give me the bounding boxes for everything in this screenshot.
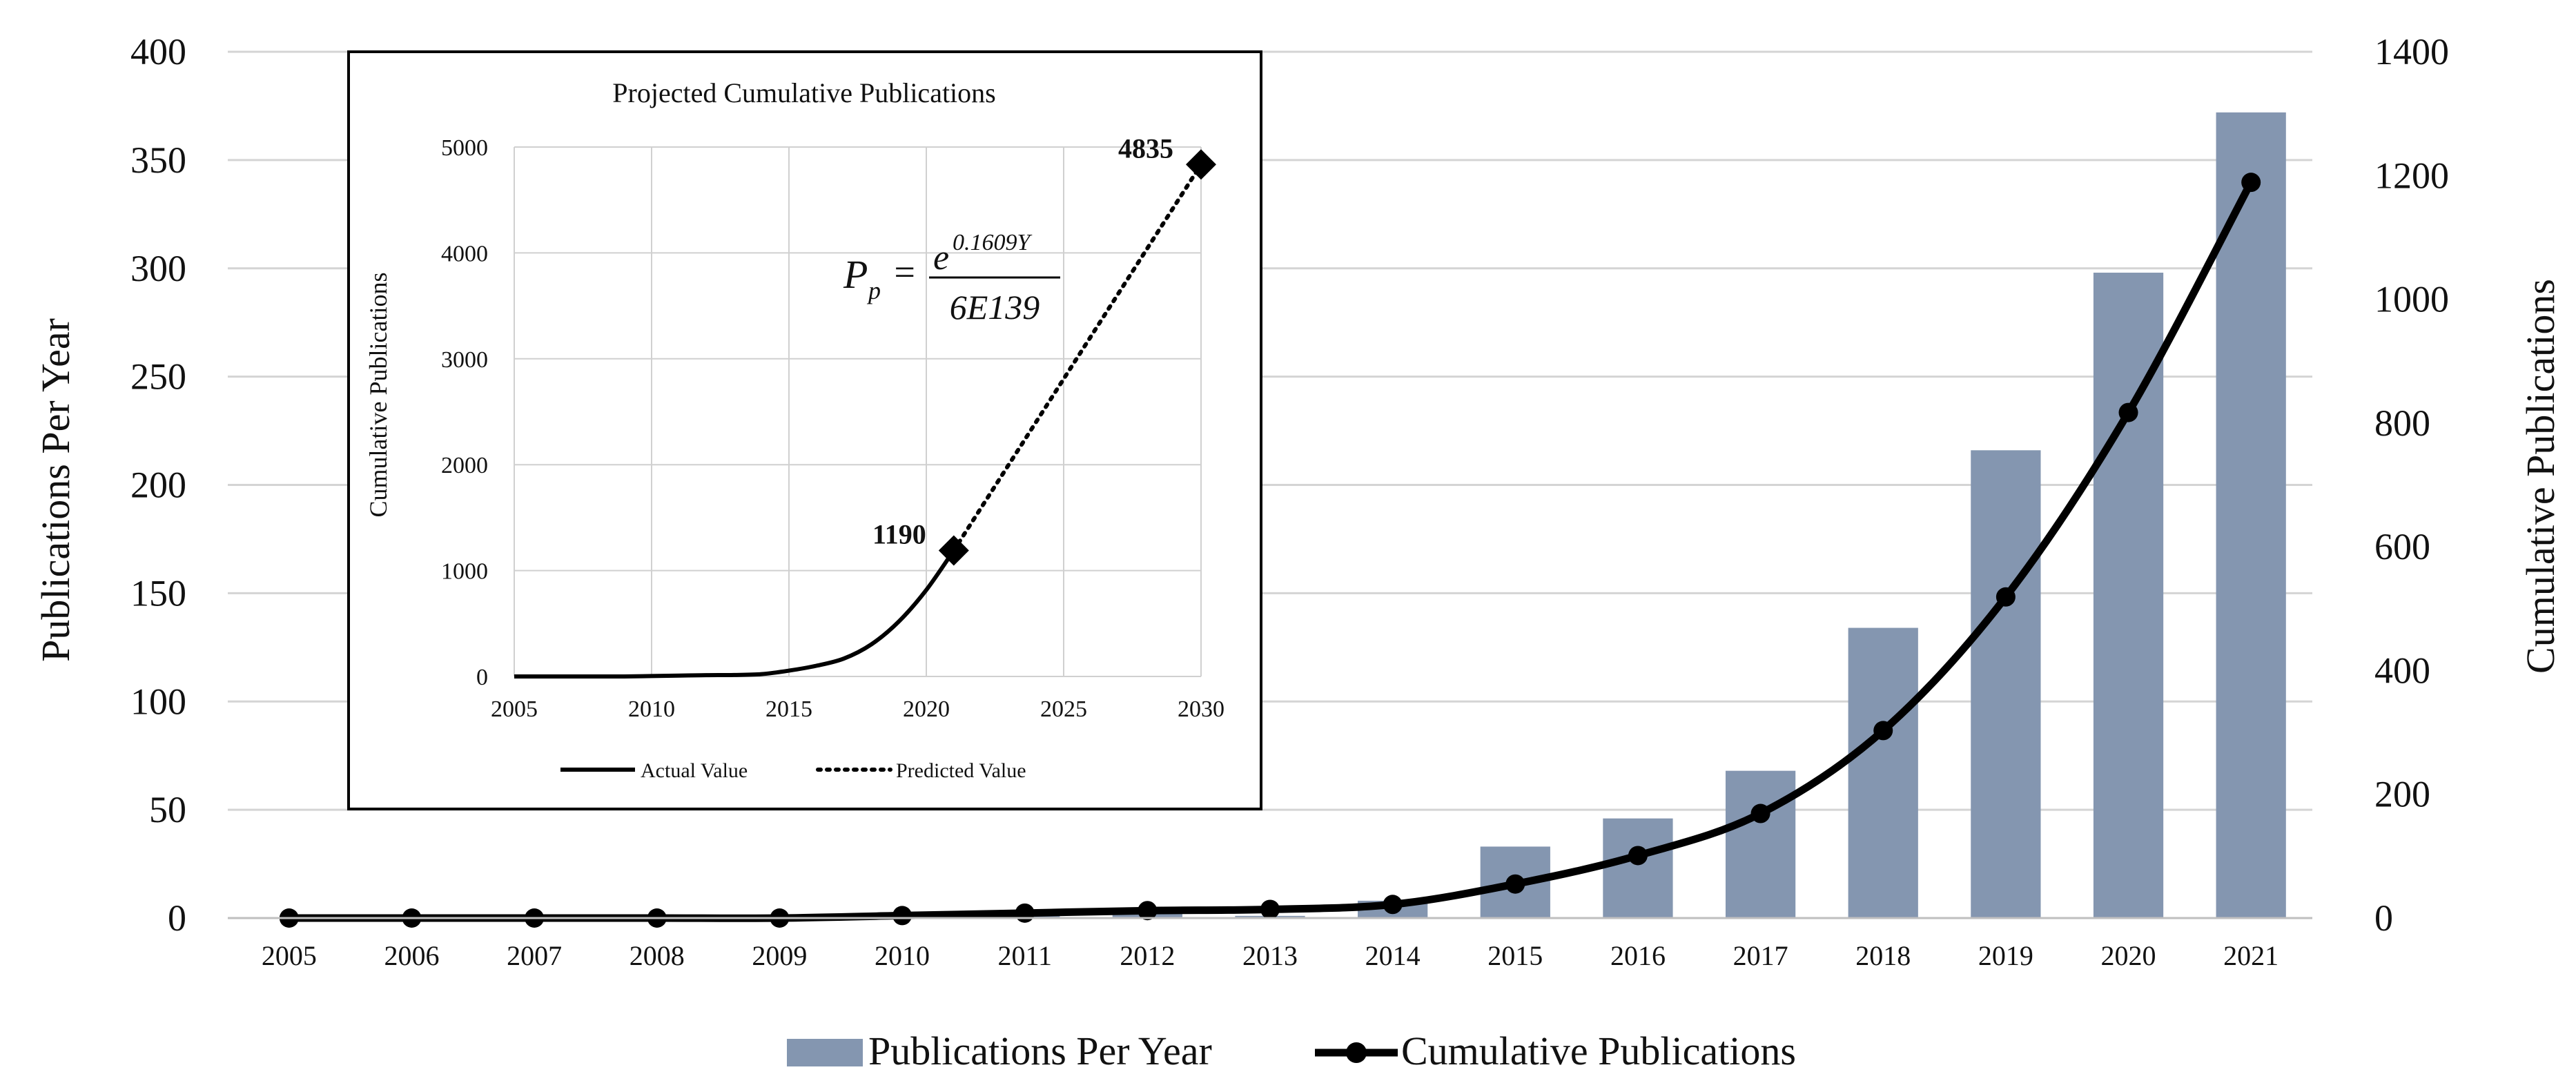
- inset-y-axis-label: Cumulative Publications: [364, 273, 392, 518]
- inset-marker-1190: [938, 535, 969, 566]
- legend-bar-swatch: [787, 1039, 863, 1066]
- inset-frame: [347, 50, 1262, 810]
- bar-2019: [1971, 450, 2041, 918]
- x-tick-label: 2012: [1120, 940, 1175, 971]
- left-y-tick-label: 200: [130, 465, 186, 506]
- inset-y-tick-label: 3000: [441, 347, 488, 373]
- left-y-tick-label: 0: [168, 897, 186, 939]
- right-y-tick-label: 400: [2374, 650, 2430, 691]
- cumulative-point-2013: [1260, 899, 1280, 919]
- inset-marker-label-4835: 4835: [1118, 133, 1173, 164]
- inset-marker-label-1190: 1190: [872, 518, 926, 549]
- cumulative-point-2011: [1015, 903, 1035, 923]
- x-tick-label: 2008: [630, 940, 685, 971]
- equation-numerator-base: e: [933, 238, 949, 277]
- bar-2021: [2216, 112, 2286, 919]
- equation: P p = e 0.1609Y 6E139: [843, 230, 1060, 326]
- inset-chart: Projected Cumulative Publications 1190 48…: [347, 50, 1262, 810]
- right-y-tick-label: 1400: [2374, 31, 2449, 72]
- left-y-tick-label: 100: [130, 681, 186, 722]
- inset-x-tick-label: 2025: [1040, 696, 1087, 722]
- right-y-axis-label: Cumulative Publications: [2518, 279, 2563, 674]
- x-tick-label: 2006: [384, 940, 439, 971]
- x-tick-label: 2015: [1487, 940, 1543, 971]
- main-axes: 0501001502002503003504000200400600800100…: [33, 31, 2563, 971]
- bar-2020: [2093, 273, 2164, 918]
- inset-y-tick-label: 1000: [441, 559, 488, 585]
- x-tick-label: 2005: [262, 940, 317, 971]
- inset-markers: 1190 4835: [872, 133, 1216, 566]
- inset-legend-actual-label: Actual Value: [641, 759, 748, 782]
- inset-y-tick-label: 2000: [441, 453, 488, 478]
- inset-actual-line: [514, 549, 956, 679]
- main-legend: Publications Per Year Cumulative Publicat…: [787, 1028, 1796, 1073]
- inset-x-tick-label: 2010: [628, 696, 675, 722]
- equation-denominator: 6E139: [950, 288, 1040, 326]
- cumulative-point-2014: [1383, 895, 1403, 915]
- left-y-tick-label: 150: [130, 572, 186, 614]
- left-y-tick-label: 300: [130, 248, 186, 289]
- inset-legend: Actual Value Predicted Value: [560, 759, 1026, 782]
- legend-bar-label: Publications Per Year: [868, 1028, 1212, 1073]
- x-tick-label: 2021: [2223, 940, 2279, 971]
- legend-line-marker: [1346, 1042, 1367, 1063]
- left-y-tick-label: 400: [130, 31, 186, 72]
- left-y-axis-label: Publications Per Year: [33, 318, 78, 662]
- cumulative-point-2016: [1628, 846, 1648, 866]
- x-tick-label: 2011: [997, 940, 1052, 971]
- equation-lhs: P: [843, 252, 868, 297]
- right-y-tick-label: 1200: [2374, 155, 2449, 196]
- right-y-tick-label: 600: [2374, 526, 2430, 567]
- left-y-tick-label: 250: [130, 356, 186, 398]
- cumulative-point-2012: [1138, 901, 1158, 921]
- cumulative-point-2015: [1505, 874, 1525, 894]
- inset-axes: 0 1000 2000 3000 4000 5000 2005 2010 2015 2020 202…: [441, 135, 1224, 722]
- cumulative-point-2018: [1873, 721, 1893, 741]
- inset-x-tick-label: 2020: [903, 696, 950, 722]
- inset-title: Projected Cumulative Publications: [612, 77, 995, 108]
- x-tick-label: 2007: [507, 940, 562, 971]
- inset-x-tick-label: 2005: [491, 696, 538, 722]
- inset-lines: [514, 162, 1203, 679]
- inset-predicted-line: [951, 162, 1203, 553]
- inset-y-tick-label: 5000: [441, 135, 488, 161]
- x-tick-label: 2013: [1242, 940, 1298, 971]
- bar-2016: [1603, 818, 1673, 918]
- inset-x-tick-label: 2015: [765, 696, 812, 722]
- right-y-tick-label: 200: [2374, 774, 2430, 815]
- x-tick-label: 2020: [2101, 940, 2156, 971]
- x-tick-label: 2016: [1610, 940, 1666, 971]
- cumulative-point-2020: [2118, 402, 2138, 422]
- cumulative-point-2017: [1750, 803, 1770, 823]
- inset-y-tick-label: 0: [476, 665, 488, 690]
- x-tick-label: 2018: [1855, 940, 1911, 971]
- inset-x-tick-label: 2030: [1178, 696, 1224, 722]
- x-tick-label: 2014: [1365, 940, 1421, 971]
- inset-y-tick-label: 4000: [441, 241, 488, 266]
- right-y-tick-label: 800: [2374, 402, 2430, 444]
- inset-marker-4835: [1186, 149, 1216, 180]
- x-tick-label: 2019: [1978, 940, 2033, 971]
- x-tick-label: 2017: [1733, 940, 1788, 971]
- x-tick-label: 2009: [752, 940, 807, 971]
- bar-2018: [1848, 627, 1918, 918]
- equation-lhs-sub: p: [866, 277, 881, 304]
- inset-legend-predicted-label: Predicted Value: [896, 759, 1026, 782]
- cumulative-point-2010: [892, 906, 913, 926]
- left-y-tick-label: 350: [130, 139, 186, 181]
- cumulative-point-2021: [2241, 173, 2261, 193]
- x-tick-label: 2010: [875, 940, 930, 971]
- right-y-tick-label: 1000: [2374, 279, 2449, 320]
- equation-numerator-exp: 0.1609Y: [953, 230, 1033, 255]
- legend-line-label: Cumulative Publications: [1401, 1028, 1796, 1073]
- cumulative-point-2019: [1996, 587, 2016, 607]
- equation-equals: =: [892, 251, 917, 293]
- left-y-tick-label: 50: [149, 789, 186, 830]
- bar-2017: [1725, 770, 1796, 918]
- right-y-tick-label: 0: [2374, 897, 2393, 939]
